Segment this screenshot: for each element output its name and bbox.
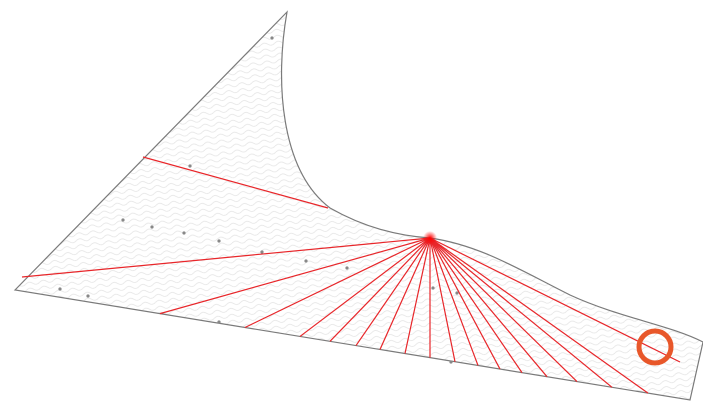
ray-group: [21, 237, 681, 394]
vertex: [121, 218, 125, 222]
vertex: [449, 360, 453, 364]
vertex: [150, 225, 154, 229]
ray: [379, 237, 431, 350]
vertex: [455, 291, 459, 295]
ray: [404, 237, 431, 354]
vertex: [217, 320, 221, 324]
highlight-ring: [636, 328, 674, 366]
ray: [244, 237, 431, 329]
edge-line: [142, 156, 329, 209]
vertex: [182, 231, 186, 235]
vertex: [431, 286, 435, 290]
fan-center: [423, 231, 437, 245]
vertex: [217, 239, 221, 243]
ray: [429, 237, 479, 366]
vertex: [270, 36, 274, 40]
ray: [429, 237, 578, 383]
ray: [299, 237, 431, 337]
ray: [429, 237, 613, 388]
vertex-group: [58, 36, 459, 364]
ray: [329, 237, 431, 342]
vertex: [345, 266, 349, 270]
ray: [429, 237, 501, 370]
ray: [21, 237, 431, 278]
ray: [159, 237, 431, 315]
vertex: [188, 164, 192, 168]
vertex: [304, 259, 308, 263]
vertex: [58, 287, 62, 291]
vertex: [260, 250, 264, 254]
ray: [355, 237, 431, 346]
ray: [429, 237, 523, 373]
ray: [429, 237, 456, 362]
ray: [429, 237, 649, 394]
vertex: [86, 294, 90, 298]
ray: [429, 237, 548, 378]
